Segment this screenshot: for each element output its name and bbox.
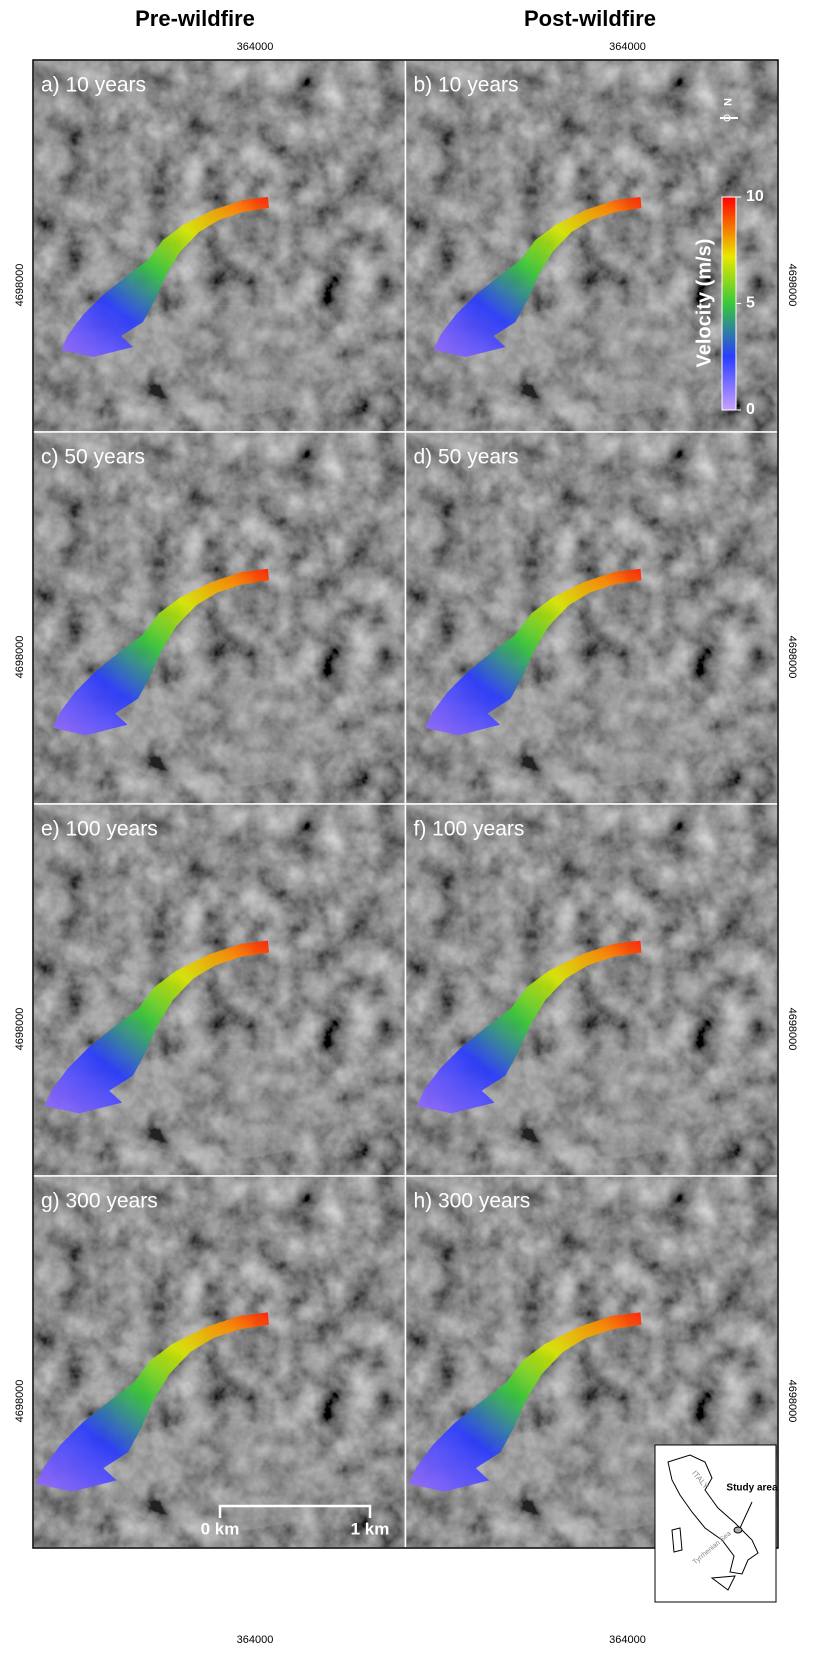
easting-label: 364000 — [237, 1634, 274, 1646]
town-area — [103, 1421, 343, 1531]
northing-label: 4698000 — [14, 264, 26, 307]
northing-label: 4698000 — [786, 1008, 798, 1051]
panel-label: c) 50 years — [41, 446, 145, 469]
map-panel: a) 10 years — [33, 60, 406, 432]
colorbar-title: Velocity (m/s) — [693, 239, 715, 368]
study-area-marker — [734, 1527, 742, 1533]
inset-label: Study area — [726, 1483, 778, 1494]
panel-label: f) 100 years — [414, 818, 525, 841]
town-area — [476, 1049, 716, 1159]
sardinia — [672, 1528, 682, 1552]
panel-label: b) 10 years — [414, 74, 519, 97]
easting-label: 364000 — [609, 1634, 646, 1646]
colorbar-tick-label: 5 — [746, 295, 755, 312]
scale-bar-label: 1 km — [351, 1519, 390, 1538]
map-grid: a) 10 years b) 10 years c) 50 years d) 50 y… — [33, 60, 778, 1548]
northing-label: 4698000 — [14, 1008, 26, 1051]
map-panel: g) 300 years — [33, 1176, 406, 1548]
map-panel: f) 100 years — [406, 804, 779, 1176]
scale-bar-label: 0 km — [201, 1519, 240, 1538]
northing-label: 4698000 — [786, 264, 798, 307]
easting-label: 364000 — [237, 41, 274, 53]
colorbar-tick-label: 0 — [746, 401, 755, 418]
map-panel: c) 50 years — [33, 432, 406, 804]
north-arrow-label: N — [721, 98, 733, 106]
colorbar — [722, 197, 736, 410]
colorbar-tick-label: 10 — [746, 188, 764, 205]
northing-label: 4698000 — [786, 636, 798, 679]
panel-label: d) 50 years — [414, 446, 519, 469]
panel-label: e) 100 years — [41, 818, 158, 841]
page: Pre-wildfire Post-wildfire a) 10 years b)… — [0, 0, 835, 1655]
map-panel: d) 50 years — [406, 432, 779, 804]
column-title: Post-wildfire — [524, 6, 656, 31]
easting-label: 364000 — [609, 41, 646, 53]
panel-label: g) 300 years — [41, 1190, 158, 1213]
town-area — [103, 1049, 343, 1159]
northing-label: 4698000 — [14, 1380, 26, 1423]
map-panel: e) 100 years — [33, 804, 406, 1176]
figure: Pre-wildfire Post-wildfire a) 10 years b)… — [0, 0, 835, 1650]
panel-label: a) 10 years — [41, 74, 146, 97]
northing-label: 4698000 — [14, 636, 26, 679]
column-title: Pre-wildfire — [135, 6, 255, 31]
northing-label: 4698000 — [786, 1380, 798, 1423]
panel-label: h) 300 years — [414, 1190, 531, 1213]
